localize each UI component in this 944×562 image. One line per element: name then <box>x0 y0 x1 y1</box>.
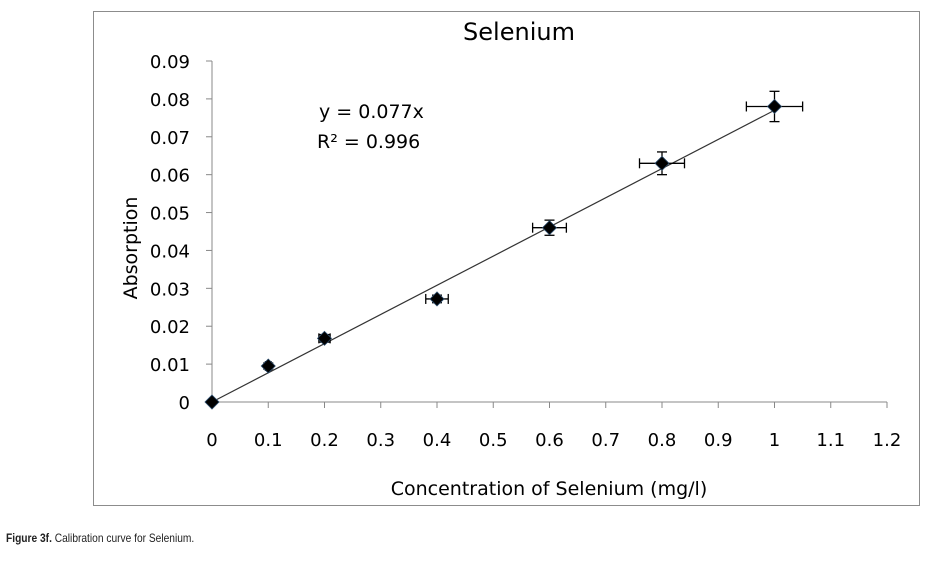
data-point-group <box>260 358 276 374</box>
x-tick-label: 1.1 <box>816 430 845 451</box>
x-tick-label: 0.1 <box>254 430 283 451</box>
data-point <box>260 358 276 374</box>
x-tick-label: 0.9 <box>704 430 733 451</box>
chart-title: Selenium <box>463 18 575 46</box>
x-tick-label: 0.2 <box>310 430 339 451</box>
y-tick-label: 0.06 <box>150 166 190 187</box>
chart-frame <box>93 11 920 506</box>
data-point-group <box>531 219 568 236</box>
y-tick-label: 0.05 <box>150 204 190 225</box>
data-point-group <box>745 90 804 123</box>
y-tick-label: 0.04 <box>150 241 190 262</box>
data-point-group <box>425 291 449 307</box>
data-point-group <box>316 330 333 346</box>
data-point <box>316 330 333 346</box>
x-tick-label: 0.6 <box>535 430 564 451</box>
y-tick-label: 0.09 <box>150 52 190 73</box>
x-tick-label: 0 <box>206 430 217 451</box>
y-tick-label: 0.03 <box>150 279 190 300</box>
x-tick-label: 1 <box>769 430 780 451</box>
data-point <box>204 394 220 410</box>
y-tick-label: 0.01 <box>150 355 190 376</box>
data-point <box>766 98 783 115</box>
data-point-group <box>638 151 686 176</box>
data-point <box>429 291 445 307</box>
data-point <box>541 220 558 236</box>
x-tick-label: 0.3 <box>366 430 395 451</box>
r-squared-label: R² = 0.996 <box>317 131 420 153</box>
data-point-group <box>204 394 220 410</box>
y-axis-label: Absorption <box>120 197 142 300</box>
data-point <box>654 155 670 171</box>
caption-label: Figure 3f. <box>6 531 52 545</box>
x-tick-label: 0.7 <box>591 430 620 451</box>
x-tick-label: 1.2 <box>873 430 902 451</box>
y-tick-label: 0.07 <box>150 128 190 149</box>
caption-text: Calibration curve for Selenium. <box>51 531 195 545</box>
equation-label: y = 0.077x <box>319 101 424 123</box>
x-tick-label: 0.8 <box>648 430 677 451</box>
y-tick-label: 0.08 <box>150 90 190 111</box>
y-tick-label: 0.02 <box>150 317 190 338</box>
x-tick-label: 0.4 <box>423 430 452 451</box>
y-tick-label: 0 <box>179 393 190 414</box>
x-axis-label: Concentration of Selenium (mg/l) <box>391 478 708 500</box>
trendline <box>211 109 775 403</box>
x-tick-label: 0.5 <box>479 430 508 451</box>
figure-caption: Figure 3f. Calibration curve for Seleniu… <box>6 531 194 545</box>
